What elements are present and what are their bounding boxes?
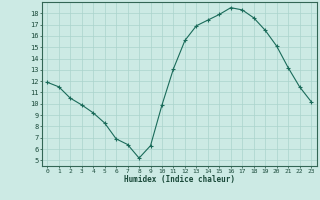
X-axis label: Humidex (Indice chaleur): Humidex (Indice chaleur): [124, 175, 235, 184]
